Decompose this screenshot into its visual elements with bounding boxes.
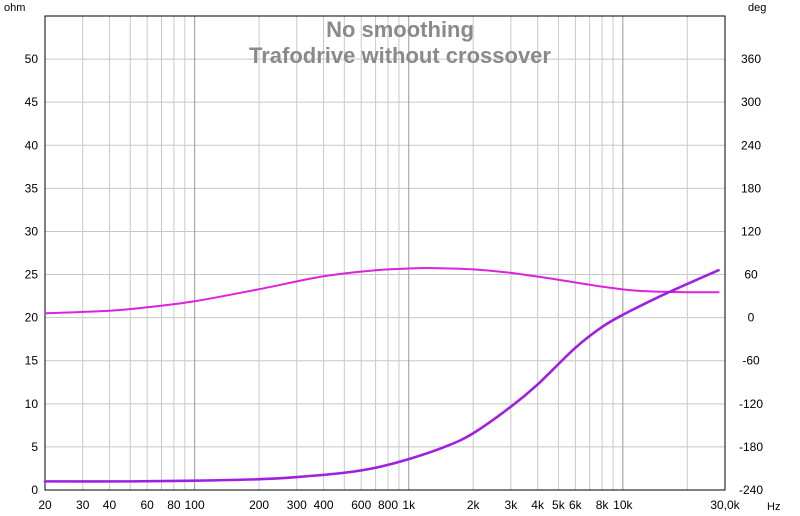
- y-right-tick-label: -60: [742, 354, 760, 368]
- series-layer: [43, 267, 720, 483]
- phase-series-line: [43, 268, 720, 483]
- x-axis-unit-label: Hz: [767, 501, 780, 513]
- x-tick-label: 4k: [531, 498, 545, 512]
- x-tick-label: 40: [103, 498, 117, 512]
- y-right-tick-label: 180: [741, 181, 761, 195]
- major-grid: [194, 16, 624, 490]
- y-right-tick-label: 0: [748, 311, 755, 325]
- y-axis-right-label: deg: [748, 2, 766, 14]
- y-right-tick-label: 60: [744, 268, 758, 282]
- x-tick-label: 80: [167, 498, 181, 512]
- x-tick-label: 8k: [596, 498, 610, 512]
- y-left-tick-label: 50: [25, 52, 39, 66]
- y-axis-left-ticks: 0 5 10 15 20 25 30 35 40 45 50: [25, 52, 39, 497]
- x-tick-label: 300: [287, 498, 307, 512]
- x-tick-label: 10k: [613, 498, 633, 512]
- x-axis-ticks: 20 30 40 60 80 100 200 300 400 600 800 1k 2k 3k 4k 5k 6k…: [38, 498, 740, 512]
- x-tick-label: 60: [140, 498, 154, 512]
- chart-subtitle: Trafodrive without crossover: [249, 43, 551, 68]
- plot-frame: [44, 15, 726, 491]
- y-axis-left-label: ohm: [4, 2, 25, 14]
- y-right-tick-label: -180: [739, 440, 763, 454]
- y-left-tick-label: 15: [25, 354, 39, 368]
- minor-grid: [44, 16, 726, 491]
- x-tick-label: 20: [38, 498, 52, 512]
- x-tick-label: 6k: [569, 498, 583, 512]
- y-right-tick-label: -120: [739, 397, 763, 411]
- x-tick-label: 5k: [552, 498, 566, 512]
- x-tick-label: 600: [351, 498, 371, 512]
- y-left-tick-label: 25: [25, 268, 39, 282]
- impedance-series-line: [44, 267, 720, 315]
- y-left-tick-label: 30: [25, 224, 39, 238]
- y-left-tick-label: 0: [31, 483, 38, 497]
- y-left-tick-label: 45: [25, 95, 39, 109]
- x-tick-label: 100: [185, 498, 205, 512]
- y-left-tick-label: 35: [25, 181, 39, 195]
- y-left-tick-label: 10: [25, 397, 39, 411]
- y-axis-right-ticks: -240 -180 -120 -60 0 60 120 180 240 300 360: [739, 52, 763, 497]
- x-tick-label: 3k: [505, 498, 519, 512]
- y-left-tick-label: 20: [25, 311, 39, 325]
- y-right-tick-label: 120: [741, 224, 761, 238]
- y-right-tick-label: 240: [741, 138, 761, 152]
- chart-title: No smoothing: [326, 17, 474, 42]
- x-tick-label: 1k: [402, 498, 416, 512]
- y-right-tick-label: -240: [739, 483, 763, 497]
- x-tick-label: 200: [249, 498, 269, 512]
- x-tick-label: 400: [314, 498, 334, 512]
- y-right-tick-label: 360: [741, 52, 761, 66]
- x-tick-label: 2k: [467, 498, 481, 512]
- y-right-tick-label: 300: [741, 95, 761, 109]
- y-left-tick-label: 40: [25, 138, 39, 152]
- x-tick-label: 30: [76, 498, 90, 512]
- x-tick-label: 800: [378, 498, 398, 512]
- x-tick-label: 30,0k: [710, 498, 740, 512]
- y-left-tick-label: 5: [31, 440, 38, 454]
